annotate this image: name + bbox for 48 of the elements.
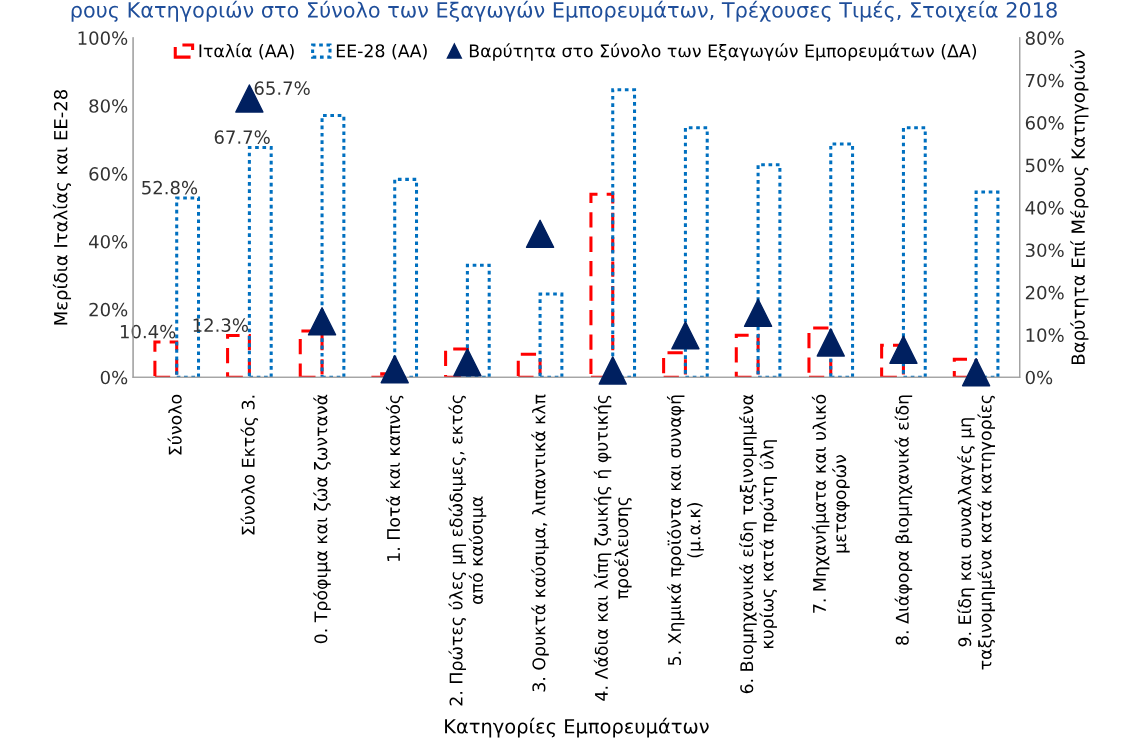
y-tick-label: 20% — [89, 302, 128, 317]
point — [743, 298, 773, 327]
point — [380, 354, 409, 384]
x-tick-label: 2. Πρώτες ύλες μη εδώδιμες, εκτός από καύσιμα — [448, 395, 487, 706]
y2-tick-label: 70% — [1026, 73, 1064, 88]
point — [961, 357, 991, 387]
point — [816, 328, 845, 357]
data-label: 10.4% — [120, 324, 176, 339]
point — [453, 348, 482, 377]
x-tick-label: 4. Λάδια και λίπη ζωικής ή φυτικής προέλευσης — [593, 395, 632, 701]
x-tick-label: Σύνολο Εκτός 3. — [240, 395, 259, 535]
x-tick-label: 1. Ποτά και καπνός — [385, 395, 404, 561]
x-tick-label: 3. Ορυκτά καύσιμα, λιπαντικά κλπ — [531, 394, 549, 692]
y-tick-label: 60% — [89, 167, 128, 181]
y-tick-label: 0% — [100, 370, 128, 385]
x-tick-label: 5. Χημικά προϊόντα και συναφή (μ.α.κ) — [666, 395, 704, 666]
x-axis-title: Κατηγορίες Εμπορευμάτων — [445, 717, 709, 738]
y2-axis-title: Βαρύτητα Επί Μέρους Κατηγοριών — [1070, 50, 1089, 364]
chart-title: ρους Κατηγοριών στο Σύνολο των Εξαγωγών Εμπορευμάτων, Τρέχουσες Τιμές, Στοιχεία 2018 — [71, 0, 1057, 22]
point — [598, 356, 627, 385]
y2-tick-label: 40% — [1025, 200, 1064, 215]
point — [307, 307, 337, 336]
x-tick-label: 8. Διάφορα βιομηχανικά είδη — [894, 395, 913, 645]
point — [525, 219, 555, 249]
x-tick-label: Σύνολο — [167, 394, 182, 455]
data-label: 67.7% — [214, 130, 270, 144]
point — [889, 335, 918, 364]
y-axis-title: Μερίδια Ιταλίας και ΕΕ-28 — [52, 89, 72, 325]
y-tick-label: 80% — [89, 99, 128, 113]
data-label: 52.8% — [142, 180, 198, 195]
y2-tick-label: 0% — [1025, 370, 1053, 385]
y2-tick-label: 30% — [1025, 243, 1064, 258]
x-tick-label: 7. Μηχανήματα και υλικό μεταφορών — [811, 394, 850, 613]
y2-tick-label: 10% — [1026, 328, 1064, 342]
legend-label: Βαρύτητα στο Σύνολο των Εξαγωγών Εμπορευμάτων (ΔΑ) — [469, 43, 977, 61]
y-tick-label: 100% — [78, 31, 128, 45]
y2-tick-label: 50% — [1025, 158, 1064, 173]
data-label: 65.7% — [254, 81, 310, 95]
y2-tick-label: 80% — [1025, 31, 1064, 45]
x-tick-label: 9. Είδη και συναλλαγές μη ταξινομημένα κατά κατηγορίες — [957, 395, 996, 670]
y-tick-label: 40% — [88, 234, 128, 249]
x-tick-label: 0. Τρόφιμα και ζώα ζωντανά — [313, 394, 331, 644]
legend-label: Ιταλία (ΑΑ) — [199, 43, 294, 60]
y2-tick-label: 20% — [1025, 285, 1064, 300]
point — [671, 321, 700, 350]
y2-tick-label: 60% — [1025, 116, 1064, 130]
legend-label: ΕΕ-28 (ΑΑ) — [336, 43, 427, 60]
data-label: 12.3% — [193, 318, 248, 332]
